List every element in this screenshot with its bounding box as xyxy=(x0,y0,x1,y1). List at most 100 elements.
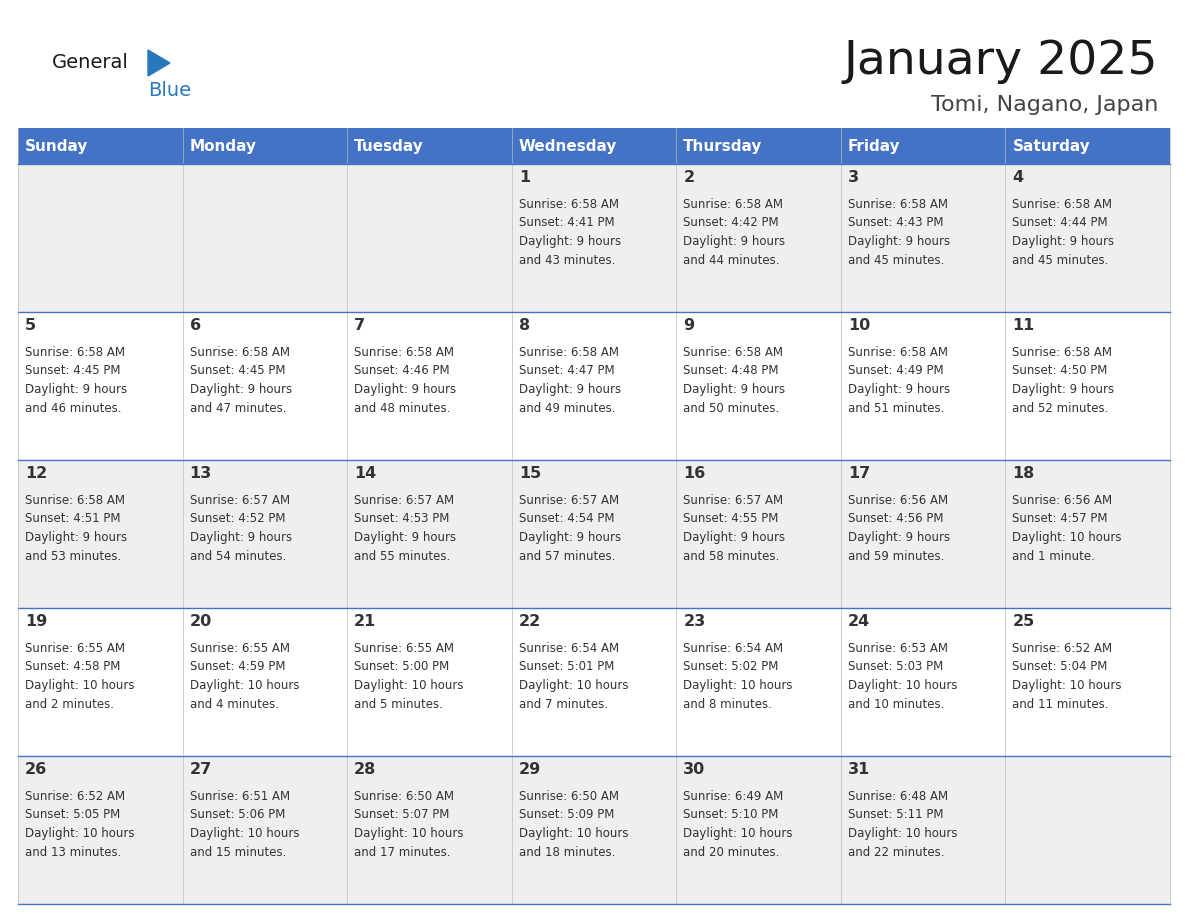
Text: Sunrise: 6:58 AM: Sunrise: 6:58 AM xyxy=(25,345,125,359)
Text: Sunrise: 6:58 AM: Sunrise: 6:58 AM xyxy=(848,197,948,210)
Text: Sunset: 4:50 PM: Sunset: 4:50 PM xyxy=(1012,364,1107,377)
Text: Sunset: 4:44 PM: Sunset: 4:44 PM xyxy=(1012,217,1108,230)
Text: Sunrise: 6:53 AM: Sunrise: 6:53 AM xyxy=(848,642,948,655)
Text: Sunrise: 6:58 AM: Sunrise: 6:58 AM xyxy=(519,345,619,359)
Text: and 52 minutes.: and 52 minutes. xyxy=(1012,402,1108,416)
Text: Sunset: 4:58 PM: Sunset: 4:58 PM xyxy=(25,660,120,674)
Text: and 8 minutes.: and 8 minutes. xyxy=(683,699,772,711)
Text: Sunset: 4:46 PM: Sunset: 4:46 PM xyxy=(354,364,450,377)
Text: Sunset: 4:55 PM: Sunset: 4:55 PM xyxy=(683,512,778,525)
Text: and 54 minutes.: and 54 minutes. xyxy=(190,551,286,564)
Text: 8: 8 xyxy=(519,319,530,333)
Text: Sunset: 5:09 PM: Sunset: 5:09 PM xyxy=(519,809,614,822)
Text: Sunrise: 6:50 AM: Sunrise: 6:50 AM xyxy=(354,789,454,802)
Text: 23: 23 xyxy=(683,614,706,630)
Text: Sunset: 4:56 PM: Sunset: 4:56 PM xyxy=(848,512,943,525)
Text: Sunset: 5:07 PM: Sunset: 5:07 PM xyxy=(354,809,449,822)
Bar xyxy=(512,128,676,164)
Text: Sunset: 5:02 PM: Sunset: 5:02 PM xyxy=(683,660,778,674)
Text: 25: 25 xyxy=(1012,614,1035,630)
Text: 4: 4 xyxy=(1012,171,1024,185)
Text: and 15 minutes.: and 15 minutes. xyxy=(190,846,286,859)
Text: Friday: Friday xyxy=(848,139,901,153)
Text: Daylight: 9 hours: Daylight: 9 hours xyxy=(25,532,127,544)
Text: Sunset: 4:57 PM: Sunset: 4:57 PM xyxy=(1012,512,1108,525)
Text: Daylight: 9 hours: Daylight: 9 hours xyxy=(190,384,292,397)
Text: Sunset: 5:03 PM: Sunset: 5:03 PM xyxy=(848,660,943,674)
Text: Daylight: 10 hours: Daylight: 10 hours xyxy=(25,827,134,841)
Text: and 59 minutes.: and 59 minutes. xyxy=(848,551,944,564)
Text: Sunset: 4:45 PM: Sunset: 4:45 PM xyxy=(25,364,120,377)
Text: and 48 minutes.: and 48 minutes. xyxy=(354,402,450,416)
Text: Sunset: 4:53 PM: Sunset: 4:53 PM xyxy=(354,512,449,525)
Text: 17: 17 xyxy=(848,466,870,482)
Bar xyxy=(18,756,1170,904)
Text: and 45 minutes.: and 45 minutes. xyxy=(1012,254,1108,267)
Text: and 5 minutes.: and 5 minutes. xyxy=(354,699,443,711)
Text: and 44 minutes.: and 44 minutes. xyxy=(683,254,779,267)
Text: and 7 minutes.: and 7 minutes. xyxy=(519,699,608,711)
Text: Sunrise: 6:56 AM: Sunrise: 6:56 AM xyxy=(1012,494,1112,507)
Text: 12: 12 xyxy=(25,466,48,482)
Text: Sunrise: 6:55 AM: Sunrise: 6:55 AM xyxy=(354,642,454,655)
Text: Daylight: 10 hours: Daylight: 10 hours xyxy=(683,827,792,841)
Text: 18: 18 xyxy=(1012,466,1035,482)
Text: and 55 minutes.: and 55 minutes. xyxy=(354,551,450,564)
Text: Sunrise: 6:49 AM: Sunrise: 6:49 AM xyxy=(683,789,784,802)
Text: Sunrise: 6:50 AM: Sunrise: 6:50 AM xyxy=(519,789,619,802)
Text: Daylight: 9 hours: Daylight: 9 hours xyxy=(354,384,456,397)
Text: Sunset: 4:54 PM: Sunset: 4:54 PM xyxy=(519,512,614,525)
Text: and 13 minutes.: and 13 minutes. xyxy=(25,846,121,859)
Text: and 2 minutes.: and 2 minutes. xyxy=(25,699,114,711)
Text: 9: 9 xyxy=(683,319,695,333)
Text: and 46 minutes.: and 46 minutes. xyxy=(25,402,121,416)
Text: Daylight: 9 hours: Daylight: 9 hours xyxy=(848,384,950,397)
Text: 22: 22 xyxy=(519,614,541,630)
Text: Sunset: 4:51 PM: Sunset: 4:51 PM xyxy=(25,512,120,525)
Text: Sunrise: 6:58 AM: Sunrise: 6:58 AM xyxy=(519,197,619,210)
Text: 29: 29 xyxy=(519,763,541,778)
Text: and 4 minutes.: and 4 minutes. xyxy=(190,699,278,711)
Text: Thursday: Thursday xyxy=(683,139,763,153)
Text: Daylight: 9 hours: Daylight: 9 hours xyxy=(519,384,621,397)
Text: 24: 24 xyxy=(848,614,870,630)
Bar xyxy=(676,128,841,164)
Text: 19: 19 xyxy=(25,614,48,630)
Text: Daylight: 9 hours: Daylight: 9 hours xyxy=(1012,236,1114,249)
Bar xyxy=(18,128,183,164)
Text: Sunrise: 6:58 AM: Sunrise: 6:58 AM xyxy=(683,197,783,210)
Text: Sunrise: 6:54 AM: Sunrise: 6:54 AM xyxy=(519,642,619,655)
Text: Sunset: 4:52 PM: Sunset: 4:52 PM xyxy=(190,512,285,525)
Text: and 50 minutes.: and 50 minutes. xyxy=(683,402,779,416)
Text: and 17 minutes.: and 17 minutes. xyxy=(354,846,450,859)
Text: Tuesday: Tuesday xyxy=(354,139,424,153)
Text: Sunrise: 6:56 AM: Sunrise: 6:56 AM xyxy=(848,494,948,507)
Text: 6: 6 xyxy=(190,319,201,333)
Text: Sunset: 4:41 PM: Sunset: 4:41 PM xyxy=(519,217,614,230)
Text: Daylight: 9 hours: Daylight: 9 hours xyxy=(190,532,292,544)
Text: Wednesday: Wednesday xyxy=(519,139,617,153)
Text: Sunrise: 6:54 AM: Sunrise: 6:54 AM xyxy=(683,642,783,655)
Text: 3: 3 xyxy=(848,171,859,185)
Text: and 49 minutes.: and 49 minutes. xyxy=(519,402,615,416)
Text: Daylight: 10 hours: Daylight: 10 hours xyxy=(1012,532,1121,544)
Bar xyxy=(18,608,1170,756)
Text: Monday: Monday xyxy=(190,139,257,153)
Text: Sunset: 5:04 PM: Sunset: 5:04 PM xyxy=(1012,660,1107,674)
Text: Daylight: 9 hours: Daylight: 9 hours xyxy=(1012,384,1114,397)
Text: General: General xyxy=(52,52,128,72)
Text: Sunrise: 6:57 AM: Sunrise: 6:57 AM xyxy=(190,494,290,507)
Text: Sunset: 4:47 PM: Sunset: 4:47 PM xyxy=(519,364,614,377)
Text: Sunset: 5:06 PM: Sunset: 5:06 PM xyxy=(190,809,285,822)
Text: Daylight: 9 hours: Daylight: 9 hours xyxy=(683,236,785,249)
Text: Sunrise: 6:52 AM: Sunrise: 6:52 AM xyxy=(25,789,125,802)
Text: and 11 minutes.: and 11 minutes. xyxy=(1012,699,1108,711)
Text: Daylight: 10 hours: Daylight: 10 hours xyxy=(519,679,628,692)
Bar xyxy=(347,128,512,164)
Text: Daylight: 9 hours: Daylight: 9 hours xyxy=(519,236,621,249)
Text: 13: 13 xyxy=(190,466,211,482)
Text: 1: 1 xyxy=(519,171,530,185)
Text: Daylight: 10 hours: Daylight: 10 hours xyxy=(848,827,958,841)
Text: Daylight: 10 hours: Daylight: 10 hours xyxy=(683,679,792,692)
Text: Daylight: 9 hours: Daylight: 9 hours xyxy=(683,532,785,544)
